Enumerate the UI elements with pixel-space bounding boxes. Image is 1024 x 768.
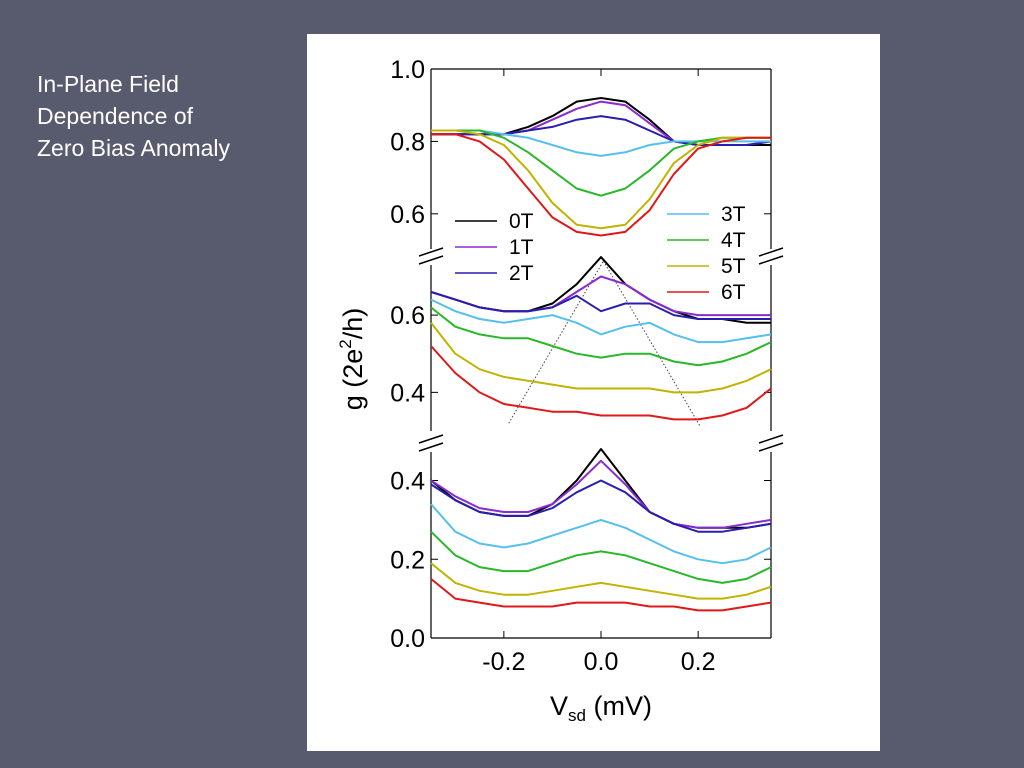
series-line-4T: [431, 129, 771, 197]
axis-break-mark: [758, 247, 784, 257]
legend-label-4T: 4T: [721, 229, 746, 252]
slide-title: In-Plane Field Dependence of Zero Bias A…: [37, 68, 230, 164]
y-tick-label: 0.2: [390, 546, 425, 574]
series-line-1T: [430, 459, 772, 529]
y-tick-label: 0.4: [390, 379, 425, 407]
axis-break-mask: [416, 436, 446, 452]
series-line-6T: [430, 578, 772, 612]
x-tick-label: 0.2: [681, 648, 716, 676]
legend-label-1T: 1T: [509, 236, 534, 259]
axis-break-mark: [758, 255, 784, 265]
slide-title-line-2: Dependence of: [37, 103, 194, 129]
axis-break-mark: [418, 255, 444, 265]
axis-break-mark: [418, 247, 444, 257]
axis-break-mask: [756, 249, 786, 265]
y-tick-label: 0.0: [390, 625, 425, 653]
axis-break-mask: [416, 249, 446, 265]
x-tick-label: 0.0: [584, 648, 619, 676]
zba-chart: 0.6 0.8 1.0 0.4 0.6 0.0 0.2 0.4 -0.2 0.0 0.2 Vsd (m…: [336, 56, 786, 725]
series-line-5T: [431, 129, 771, 230]
guide-line: [602, 260, 702, 428]
chart-panel-1: 0.6 0.8 1.0: [390, 56, 772, 250]
axis-break-mask: [756, 436, 786, 452]
y-axis-label: g (2e2/h): [336, 308, 368, 411]
series-line-3T: [431, 129, 771, 157]
y-tick-label: 0.8: [390, 128, 425, 156]
axis-break-mark: [418, 442, 444, 452]
series-line-6T: [430, 345, 772, 421]
x-axis-label: Vsd (mV): [550, 691, 652, 725]
slide-title-line-3: Zero Bias Anomaly: [37, 135, 231, 161]
series-line-5T: [430, 322, 772, 394]
y-tick-label: 1.0: [390, 56, 425, 84]
series-line-3T: [430, 298, 772, 344]
legend-label-6T: 6T: [721, 281, 746, 304]
slide-title-line-1: In-Plane Field: [37, 71, 179, 97]
chart-panel-3: 0.0 0.2 0.4: [390, 448, 772, 653]
series-line-2T: [430, 479, 772, 533]
series-line-3T: [430, 503, 772, 565]
legend-label-2T: 2T: [509, 262, 534, 285]
series-line-1T: [430, 275, 771, 317]
x-tick-label: -0.2: [482, 648, 525, 676]
axis-break-mark: [418, 434, 444, 444]
axis-break-mark: [758, 434, 784, 444]
series-line-0T: [430, 256, 771, 324]
y-tick-label: 0.6: [390, 201, 425, 229]
series-line-6T: [431, 133, 771, 237]
axis-break-mark: [758, 442, 784, 452]
y-tick-label: 0.4: [390, 468, 425, 496]
legend-label-3T: 3T: [721, 203, 746, 226]
series-line-4T: [430, 306, 772, 367]
guide-line: [508, 260, 604, 424]
series-line-4T: [430, 530, 772, 584]
series-line-5T: [430, 562, 772, 600]
y-tick-label: 0.6: [390, 302, 425, 330]
legend-label-5T: 5T: [721, 255, 746, 278]
figure-panel: 0.6 0.8 1.0 0.4 0.6 0.0 0.2 0.4 -0.2 0.0 0.2 Vsd (m…: [307, 34, 880, 751]
series-line-2T: [430, 290, 771, 320]
chart-panel-2: 0.4 0.6: [390, 256, 772, 431]
legend-label-0T: 0T: [509, 210, 534, 233]
series-line-2T: [431, 115, 772, 146]
